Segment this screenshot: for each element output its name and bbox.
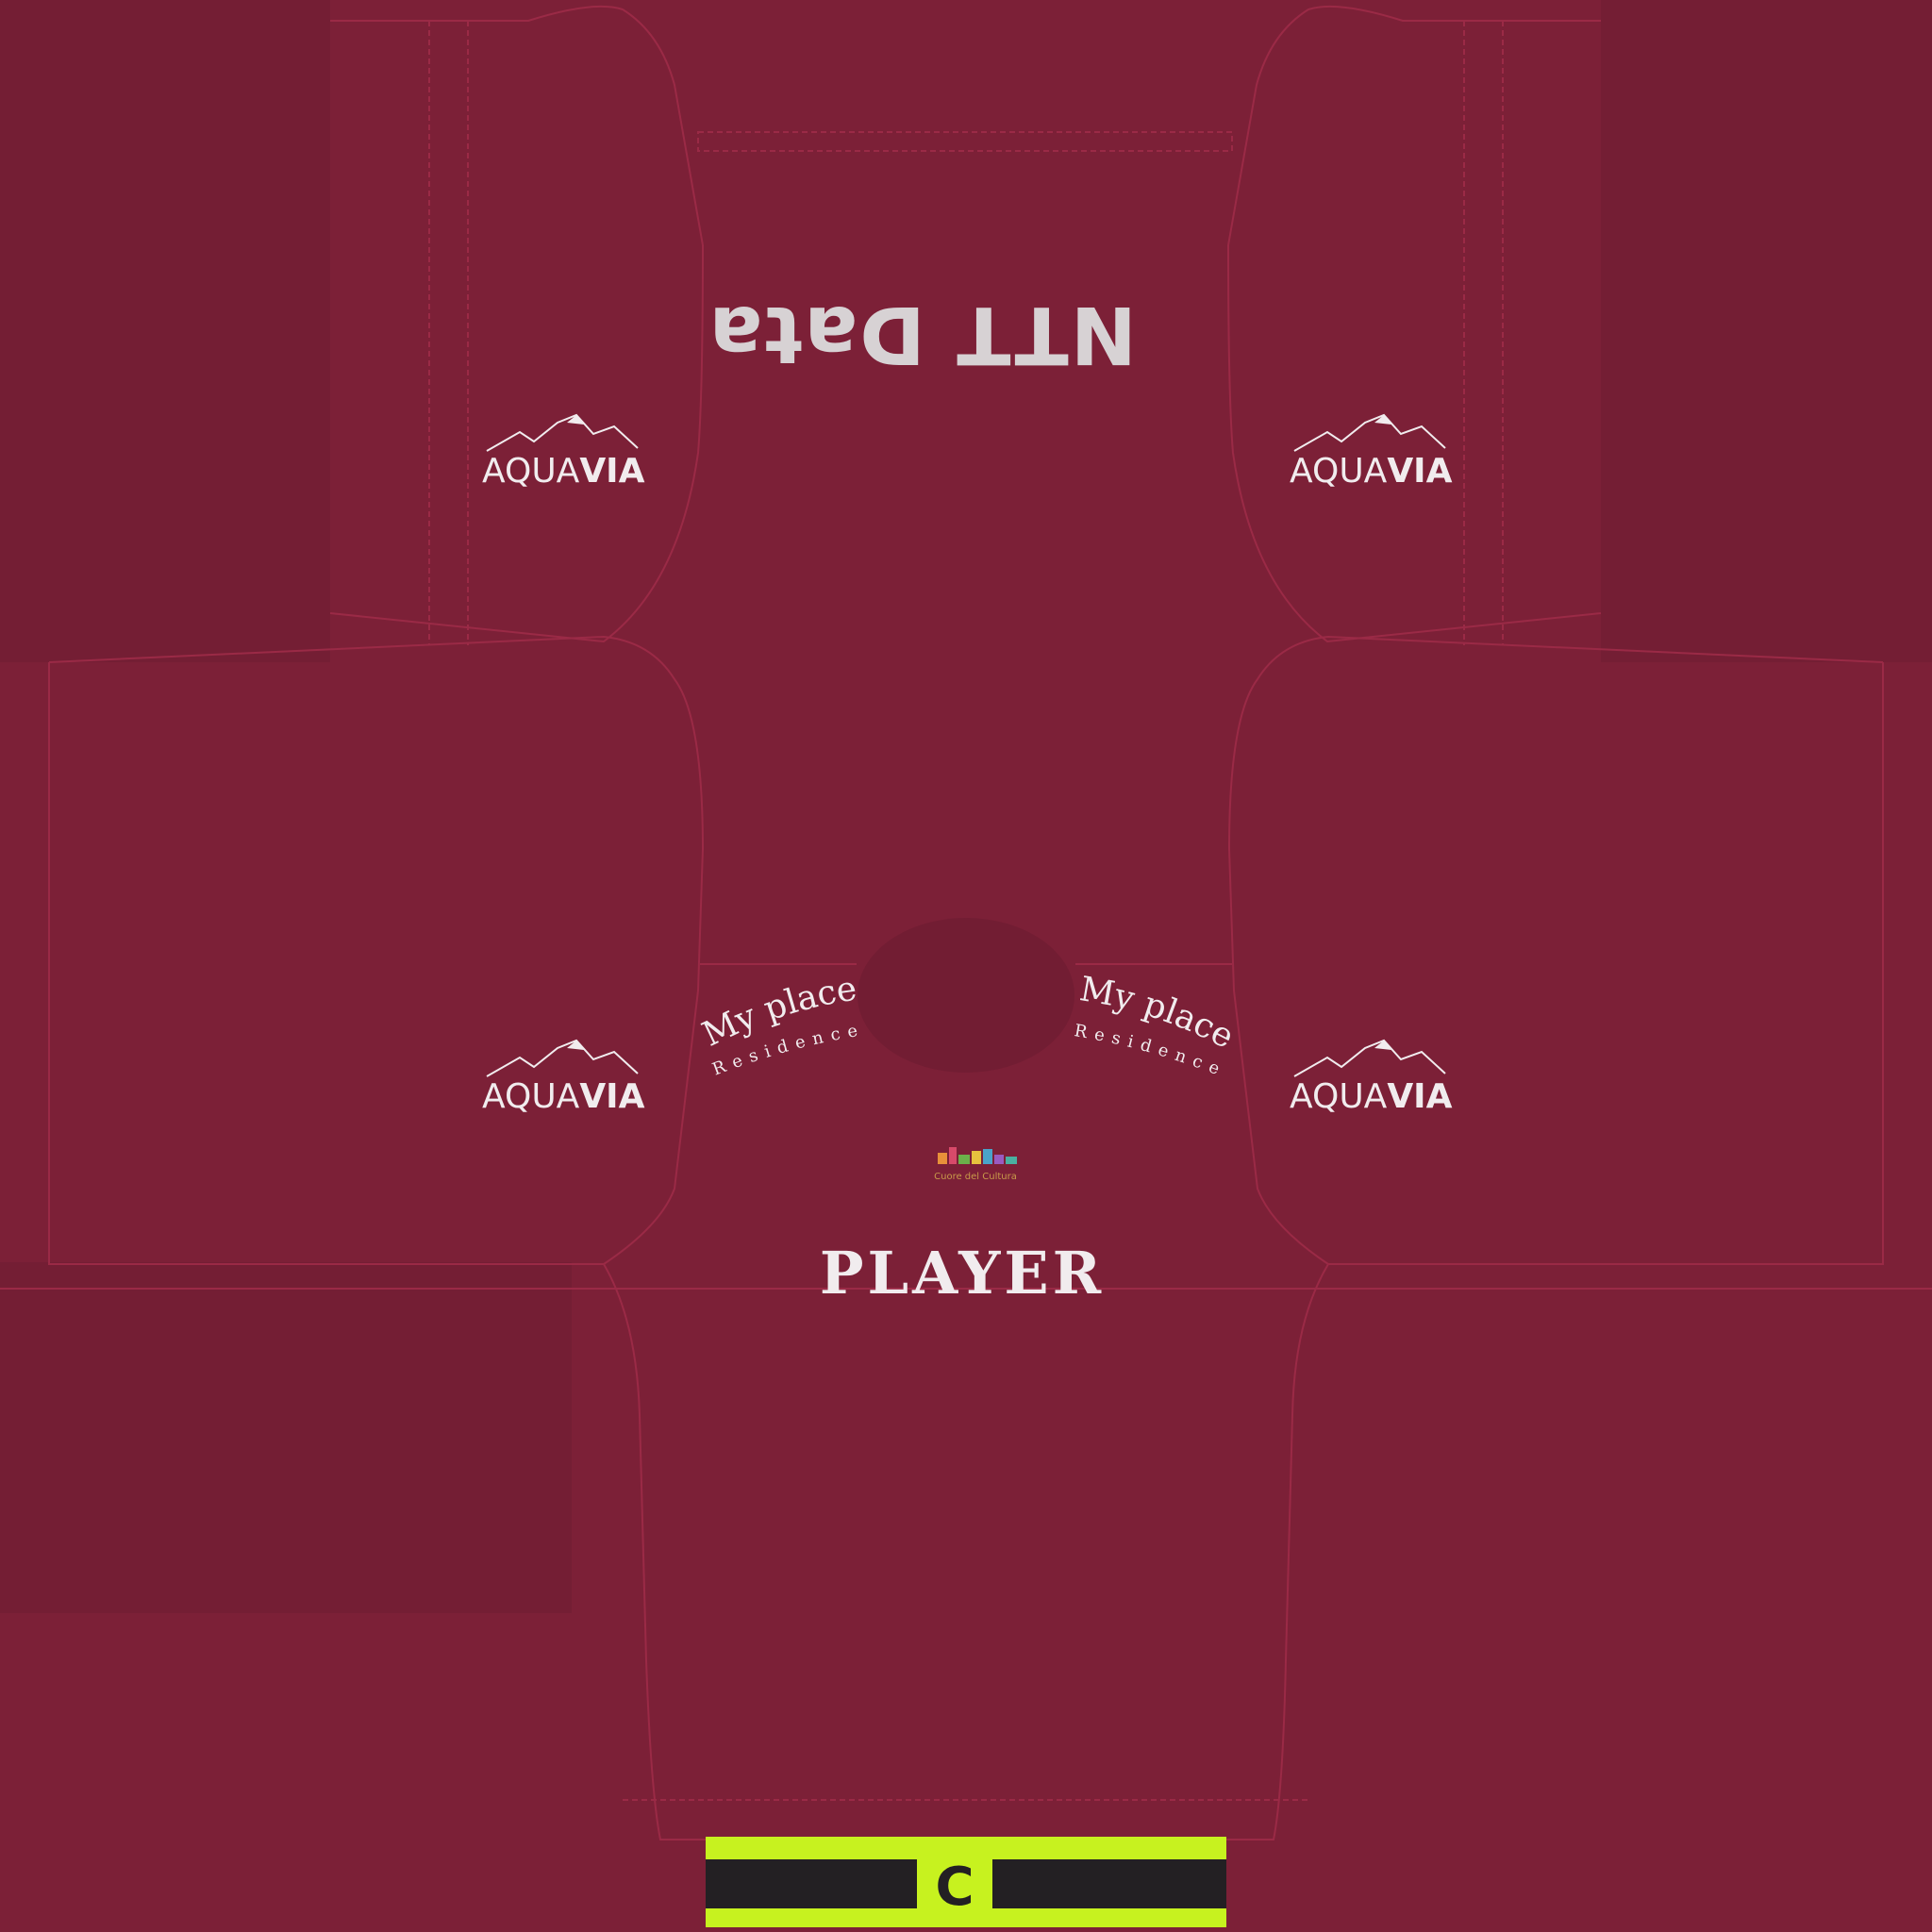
mountain-icon (486, 1039, 639, 1077)
player-name: PLAYER (819, 1239, 1106, 1307)
aquavia-logo-bottom-left: AQUAVIA (482, 1031, 644, 1116)
armband-captain-letter: C (917, 1859, 992, 1914)
top-right-panel (1601, 0, 1932, 662)
neck-opening (858, 918, 1074, 1073)
captain-armband: C (706, 1837, 1226, 1927)
bottom-left-panel (0, 1262, 572, 1613)
mountain-icon (1293, 413, 1446, 452)
aquavia-logo-top-right: AQUAVIA (1290, 406, 1452, 491)
mountain-icon (486, 413, 639, 452)
top-right-sleeve-outline (1226, 5, 1602, 643)
aquavia-logo-top-left: AQUAVIA (482, 406, 644, 491)
aquavia-logo-bottom-right: AQUAVIA (1290, 1031, 1452, 1116)
svg-text:Cuore del Cultura: Cuore del Cultura (934, 1172, 1017, 1182)
top-left-sleeve-outline (329, 5, 705, 643)
small-town-logo: Cuore del Cultura (934, 1147, 1017, 1182)
right-body-outline (1227, 635, 1884, 1265)
mountain-icon (1293, 1039, 1446, 1077)
left-body-outline (48, 635, 705, 1265)
collar-outline (697, 131, 1233, 152)
top-left-panel (0, 0, 330, 662)
